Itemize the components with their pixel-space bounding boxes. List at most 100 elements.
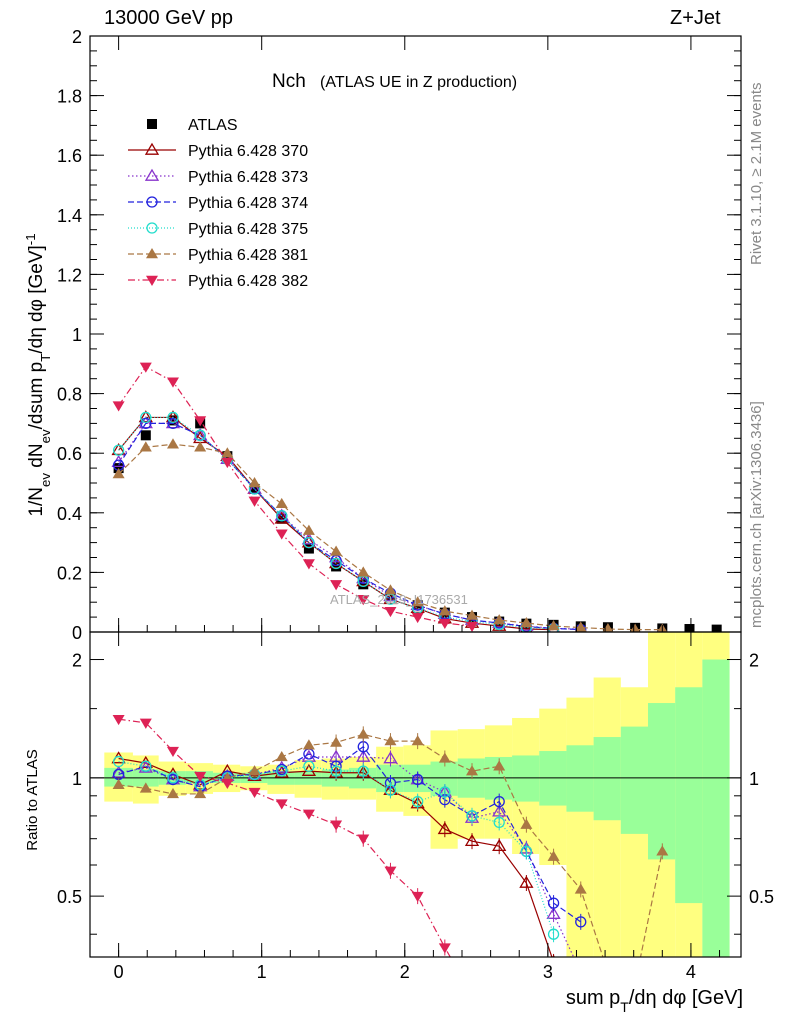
main-point-p370-7 bbox=[301, 535, 317, 548]
main-point-p375-1 bbox=[140, 411, 152, 424]
main-point-p374-2 bbox=[167, 417, 179, 430]
ratio-point-p373-17 bbox=[575, 966, 587, 976]
main-point-p382-3 bbox=[194, 416, 207, 427]
x-tick-label-3: 3 bbox=[543, 962, 553, 982]
main-point-p375-7 bbox=[303, 536, 315, 549]
main-point-p382-9 bbox=[357, 595, 370, 606]
main-point-p381-1 bbox=[139, 441, 152, 452]
legend-label-p374: Pythia 6.428 374 bbox=[188, 195, 308, 212]
main-point-p375-3 bbox=[194, 429, 206, 441]
ratio-point-p374-14 bbox=[493, 795, 505, 808]
x-tick-label-4: 4 bbox=[686, 962, 696, 982]
ratio-point-p381-0 bbox=[112, 778, 125, 789]
ratio-line-p381 bbox=[118, 733, 663, 957]
y-tick-label-main-2: 2 bbox=[72, 27, 82, 47]
y-axis-title-ratio: Ratio to ATLAS bbox=[24, 749, 41, 850]
ratio-point-p373-16 bbox=[546, 906, 561, 919]
legend-marker-p382 bbox=[146, 275, 158, 286]
main-point-p370-6 bbox=[274, 511, 289, 524]
ratio-point-p381-10 bbox=[384, 735, 397, 746]
main-point-p370-15 bbox=[520, 621, 533, 632]
ratio-point-p375-12 bbox=[439, 786, 451, 798]
ratio-point-p381-15 bbox=[520, 818, 533, 829]
ratio-point-p381-14 bbox=[493, 760, 506, 771]
ratio-point-p382-12 bbox=[438, 943, 451, 954]
band-inner-22 bbox=[702, 659, 730, 957]
main-point-p373-5 bbox=[247, 481, 262, 494]
ratio-point-p375-1 bbox=[140, 760, 152, 772]
ratio-point-p375-0 bbox=[112, 755, 125, 768]
legend-marker-p374 bbox=[146, 196, 158, 208]
legend-label-p370: Pythia 6.428 370 bbox=[188, 143, 308, 160]
legend-marker-p373 bbox=[144, 168, 160, 181]
y-tick-label-main-1.2: 1.2 bbox=[57, 265, 82, 285]
y-axis-title-main: 1/Nev dNev/dsum pT/dη dφ [GeV]-1 bbox=[23, 233, 53, 516]
main-point-p382-6 bbox=[275, 529, 288, 540]
main-point-p374-1 bbox=[140, 417, 152, 430]
main-point-p370-0 bbox=[111, 442, 126, 456]
band-inner-18 bbox=[593, 737, 621, 821]
main-point-ATLAS-9 bbox=[358, 579, 369, 590]
band-inner-21 bbox=[675, 687, 703, 904]
ratio-point-p370-15 bbox=[519, 875, 534, 888]
main-point-p381-2 bbox=[166, 438, 179, 449]
x-tick-label-1: 1 bbox=[257, 962, 267, 982]
ratio-point-p370-12 bbox=[437, 821, 452, 835]
main-point-ATLAS-21 bbox=[684, 624, 695, 632]
process-label: Z+Jet bbox=[670, 7, 721, 29]
ratio-point-p381-17 bbox=[574, 883, 587, 894]
main-point-p382-8 bbox=[330, 580, 343, 591]
y-tick-label-ratio-right-2: 2 bbox=[749, 651, 759, 671]
y-tick-label-ratio-1: 1 bbox=[72, 769, 82, 789]
main-point-p381-11 bbox=[411, 596, 424, 607]
y-tick-label-ratio-2: 2 bbox=[72, 651, 82, 671]
ratio-point-p382-1 bbox=[139, 718, 152, 729]
main-point-p381-5 bbox=[248, 477, 261, 488]
main-point-p370-8 bbox=[328, 556, 344, 569]
ratio-point-p382-8 bbox=[330, 820, 343, 831]
main-point-p381-10 bbox=[384, 584, 397, 595]
ratio-point-p381-16 bbox=[547, 850, 560, 861]
main-point-ATLAS-10 bbox=[385, 591, 396, 602]
ratio-point-p382-3 bbox=[194, 771, 207, 783]
legend-marker-p375 bbox=[146, 222, 158, 234]
main-point-p381-9 bbox=[357, 566, 370, 577]
main-point-p382-2 bbox=[166, 377, 179, 388]
main-point-p382-12 bbox=[438, 618, 451, 630]
watermark: ATLAS_2019_I1736531 bbox=[330, 592, 468, 607]
band-inner-11 bbox=[403, 764, 431, 793]
ratio-point-p382-5 bbox=[248, 787, 261, 799]
main-point-p370-1 bbox=[138, 410, 153, 423]
ratio-point-p375-13 bbox=[466, 810, 478, 822]
y-tick-label-main-0.8: 0.8 bbox=[57, 385, 82, 405]
main-line-p373 bbox=[118, 422, 581, 630]
ratio-point-p375-8 bbox=[330, 765, 342, 777]
ratio-point-p381-19 bbox=[629, 977, 641, 987]
main-point-p381-0 bbox=[112, 468, 125, 479]
y-tick-label-main-1: 1 bbox=[72, 325, 82, 345]
ratio-point-p381-20 bbox=[656, 845, 669, 856]
main-point-p375-8 bbox=[330, 557, 342, 570]
ratio-point-p382-2 bbox=[166, 746, 179, 758]
ratio-point-p382-6 bbox=[275, 799, 288, 810]
y-tick-label-main-1.4: 1.4 bbox=[57, 206, 82, 226]
main-point-p370-10 bbox=[383, 591, 398, 605]
ratio-point-p375-11 bbox=[411, 795, 424, 808]
legend-label-p382: Pythia 6.428 382 bbox=[188, 273, 308, 290]
x-axis-title: sum pT/dη dφ [GeV] bbox=[566, 987, 743, 1015]
ratio-point-p373-9 bbox=[356, 749, 371, 762]
energy-label: 13000 GeV pp bbox=[104, 7, 233, 29]
main-point-p375-2 bbox=[167, 411, 179, 424]
main-point-p381-19 bbox=[630, 623, 641, 632]
ratio-point-p375-14 bbox=[493, 816, 505, 829]
main-point-p382-1 bbox=[139, 362, 152, 373]
y-tick-label-main-0.2: 0.2 bbox=[57, 563, 82, 583]
main-point-p381-14 bbox=[493, 614, 506, 625]
legend-label-p381: Pythia 6.428 381 bbox=[188, 247, 308, 264]
main-point-p382-4 bbox=[221, 457, 234, 469]
main-point-p375-6 bbox=[276, 510, 288, 522]
ratio-point-p373-0 bbox=[111, 765, 126, 778]
ratio-point-p370-14 bbox=[492, 838, 507, 852]
ratio-point-p373-10 bbox=[383, 751, 398, 764]
